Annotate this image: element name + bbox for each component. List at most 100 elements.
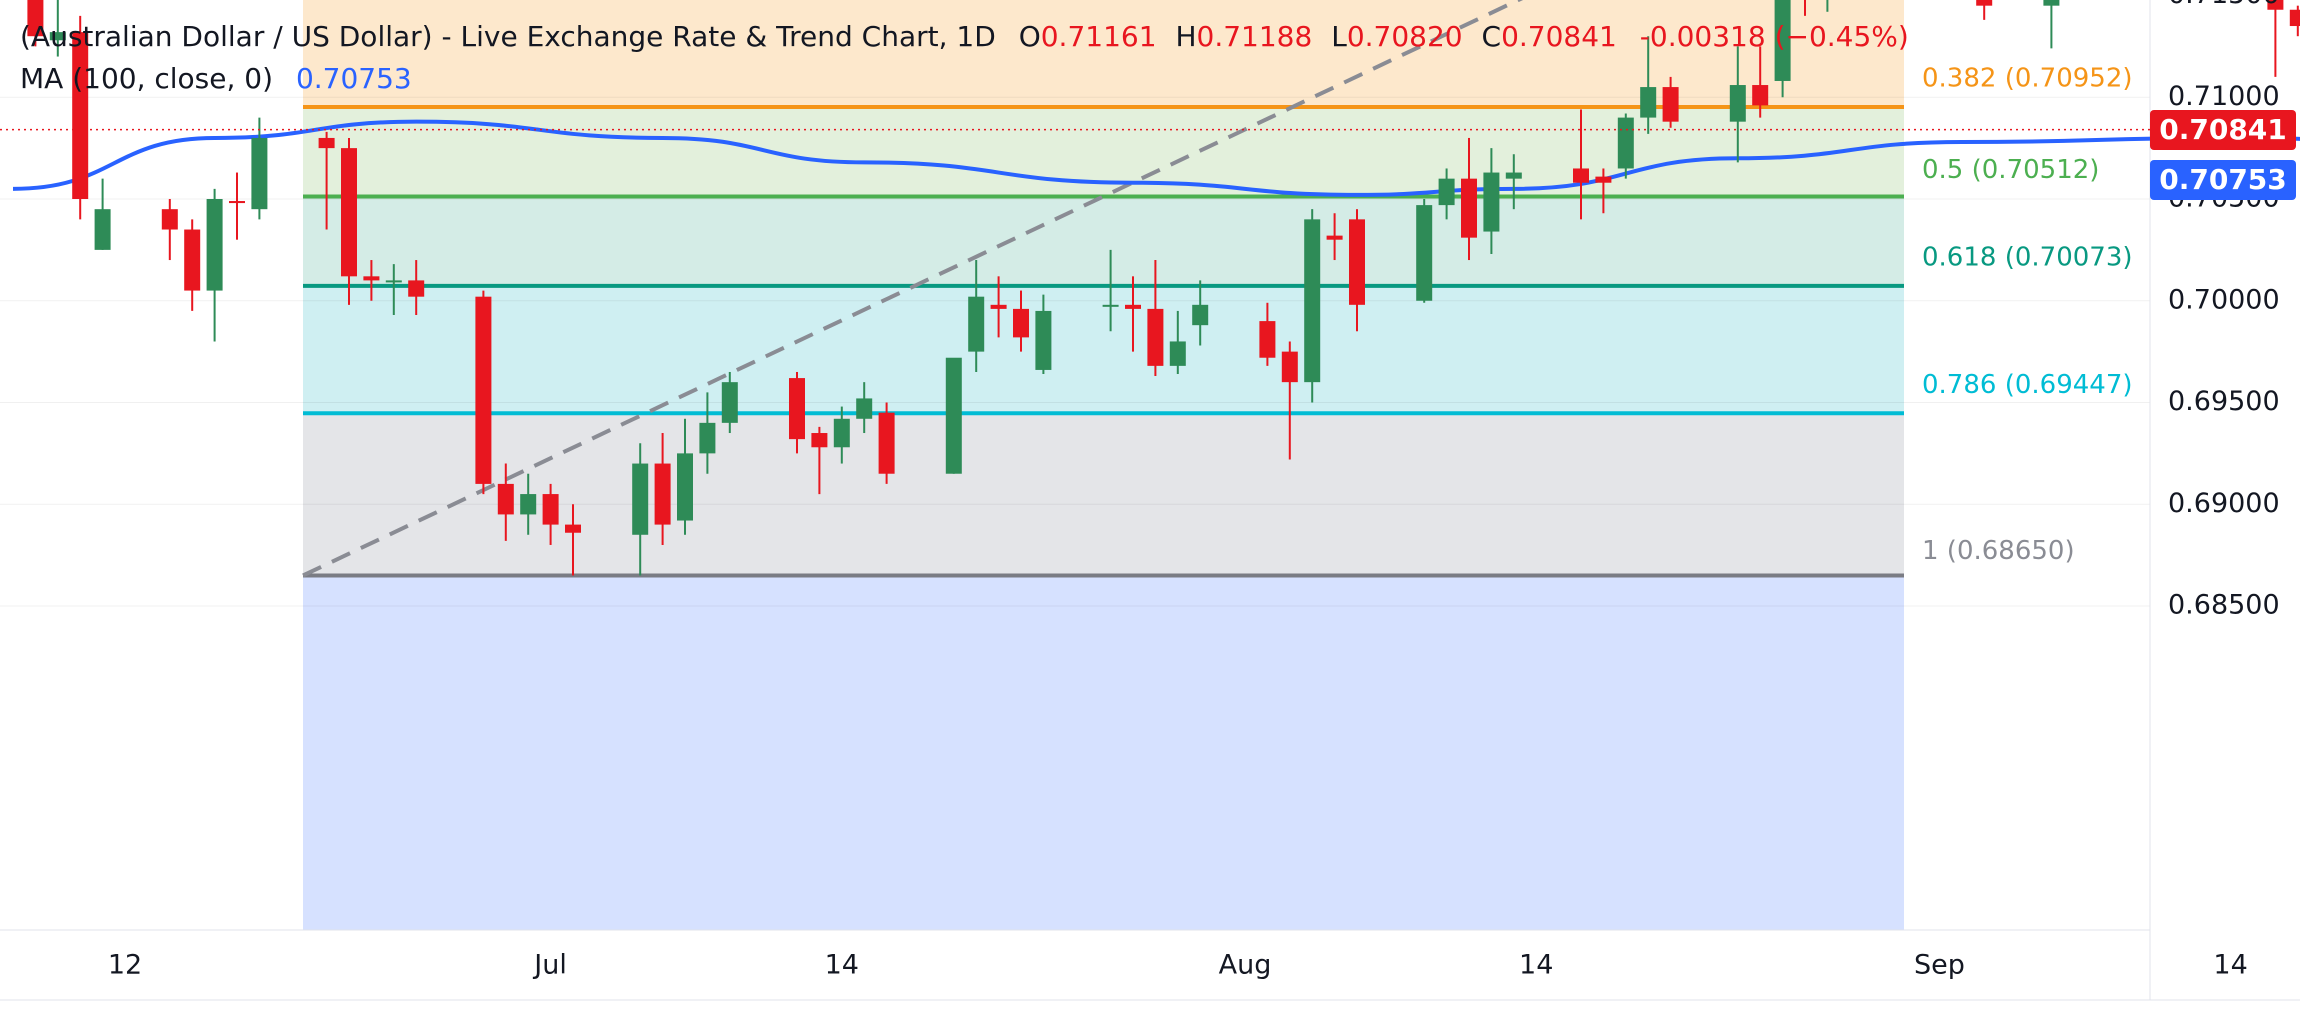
candle-body — [1259, 321, 1276, 358]
candle — [1640, 36, 1657, 134]
candle-body — [1169, 341, 1186, 366]
candle-body — [1573, 168, 1589, 183]
candle — [49, 0, 66, 57]
y-tick-label: 0.71500 — [2168, 0, 2280, 10]
candle-body — [341, 148, 357, 277]
candle-body — [72, 32, 89, 199]
candle-body — [1192, 304, 1209, 326]
candle — [1416, 199, 1433, 303]
candle-body — [1640, 87, 1657, 118]
candle — [1125, 276, 1141, 352]
candle — [1505, 154, 1522, 210]
candle-body — [1125, 304, 1141, 309]
candle — [878, 402, 895, 484]
candle — [1326, 213, 1343, 261]
candle — [27, 0, 44, 47]
candle-body — [475, 296, 492, 484]
candle — [94, 178, 111, 250]
candle-body — [632, 463, 649, 535]
candle-body — [654, 463, 671, 525]
candle-body — [856, 398, 873, 419]
candle — [1662, 76, 1679, 128]
candle-body — [229, 201, 245, 204]
candle — [408, 260, 425, 315]
candle — [1349, 209, 1365, 332]
candle — [72, 15, 89, 220]
close-value: 0.70841 — [1501, 20, 1617, 53]
candle — [363, 260, 380, 301]
candle — [1752, 46, 1769, 118]
x-tick-label: 14 — [1519, 950, 1553, 981]
candle — [1573, 109, 1589, 220]
candle-body — [2289, 9, 2300, 27]
last-price-badge: 0.70841 — [2150, 109, 2296, 150]
candle-body — [1774, 0, 1791, 81]
candle — [1804, 0, 1806, 16]
y-axis-labels: 0.725000.720000.715000.710000.705000.700… — [2168, 0, 2280, 621]
fib-zone — [303, 285, 1904, 414]
ma-legend[interactable]: MA (100, close, 0) 0.70753 — [20, 62, 412, 95]
fib-label: 0.786 (0.69447) — [1922, 370, 2133, 400]
grid-lines — [0, 96, 2150, 607]
candle — [385, 264, 402, 315]
candle-body — [677, 453, 693, 521]
trend-line-segment — [302, 0, 1524, 578]
fib-label: 0.382 (0.70952) — [1922, 64, 2133, 94]
candle — [1013, 290, 1029, 352]
fibonacci-zones — [303, 0, 1904, 930]
candle-body — [542, 494, 559, 525]
moving-average-line — [12, 119, 2300, 197]
candle-body — [1147, 308, 1164, 366]
candle-body — [1304, 219, 1321, 383]
candle-body — [968, 296, 985, 352]
candle — [1438, 168, 1455, 220]
candle — [341, 137, 357, 305]
candle — [811, 426, 828, 495]
candle — [1102, 249, 1119, 332]
x-tick-label: 14 — [825, 950, 859, 981]
candle — [565, 504, 581, 576]
candle-body — [2267, 0, 2284, 10]
x-tick-label: Jul — [532, 950, 567, 981]
candle — [1976, 0, 1993, 20]
candle-body — [1102, 304, 1119, 307]
y-tick-label: 0.69500 — [2168, 386, 2280, 417]
fib-label: 0.618 (0.70073) — [1922, 242, 2133, 272]
fib-zone — [303, 0, 1904, 108]
candle-body — [318, 137, 335, 149]
fib-zone — [303, 575, 1904, 930]
candle — [161, 199, 178, 261]
candle — [1192, 280, 1209, 346]
candle-body — [27, 0, 44, 37]
y-tick-label: 0.68500 — [2168, 590, 2280, 621]
candle-body — [1281, 351, 1298, 383]
candle — [475, 290, 492, 495]
candle-body — [1326, 235, 1343, 240]
candle-body — [833, 418, 850, 448]
fib-label: 0.5 (0.70512) — [1922, 155, 2099, 185]
candle — [1461, 137, 1477, 261]
candle — [833, 406, 850, 464]
candle-body — [1752, 85, 1769, 106]
candle-body — [1035, 310, 1052, 370]
candle — [789, 371, 805, 454]
candle — [677, 418, 693, 535]
candle — [2289, 5, 2300, 37]
candle-body — [1438, 178, 1455, 206]
x-tick-label: Sep — [1914, 950, 1965, 981]
fib-zone — [303, 196, 1904, 286]
fib-zone — [303, 413, 1904, 576]
candle — [2267, 0, 2284, 77]
candle-body — [789, 378, 805, 440]
candle-body — [49, 32, 66, 41]
ma-value: 0.70753 — [295, 62, 412, 95]
candle — [1147, 260, 1164, 377]
candle — [184, 219, 201, 311]
candle-body — [1013, 308, 1029, 338]
candle-body — [363, 276, 380, 281]
trend-line — [302, 0, 1524, 578]
chart-title: (Australian Dollar / US Dollar) - Live E… — [20, 20, 996, 53]
candle-body — [878, 412, 895, 474]
ma-price-badge: 0.70753 — [2150, 159, 2296, 200]
